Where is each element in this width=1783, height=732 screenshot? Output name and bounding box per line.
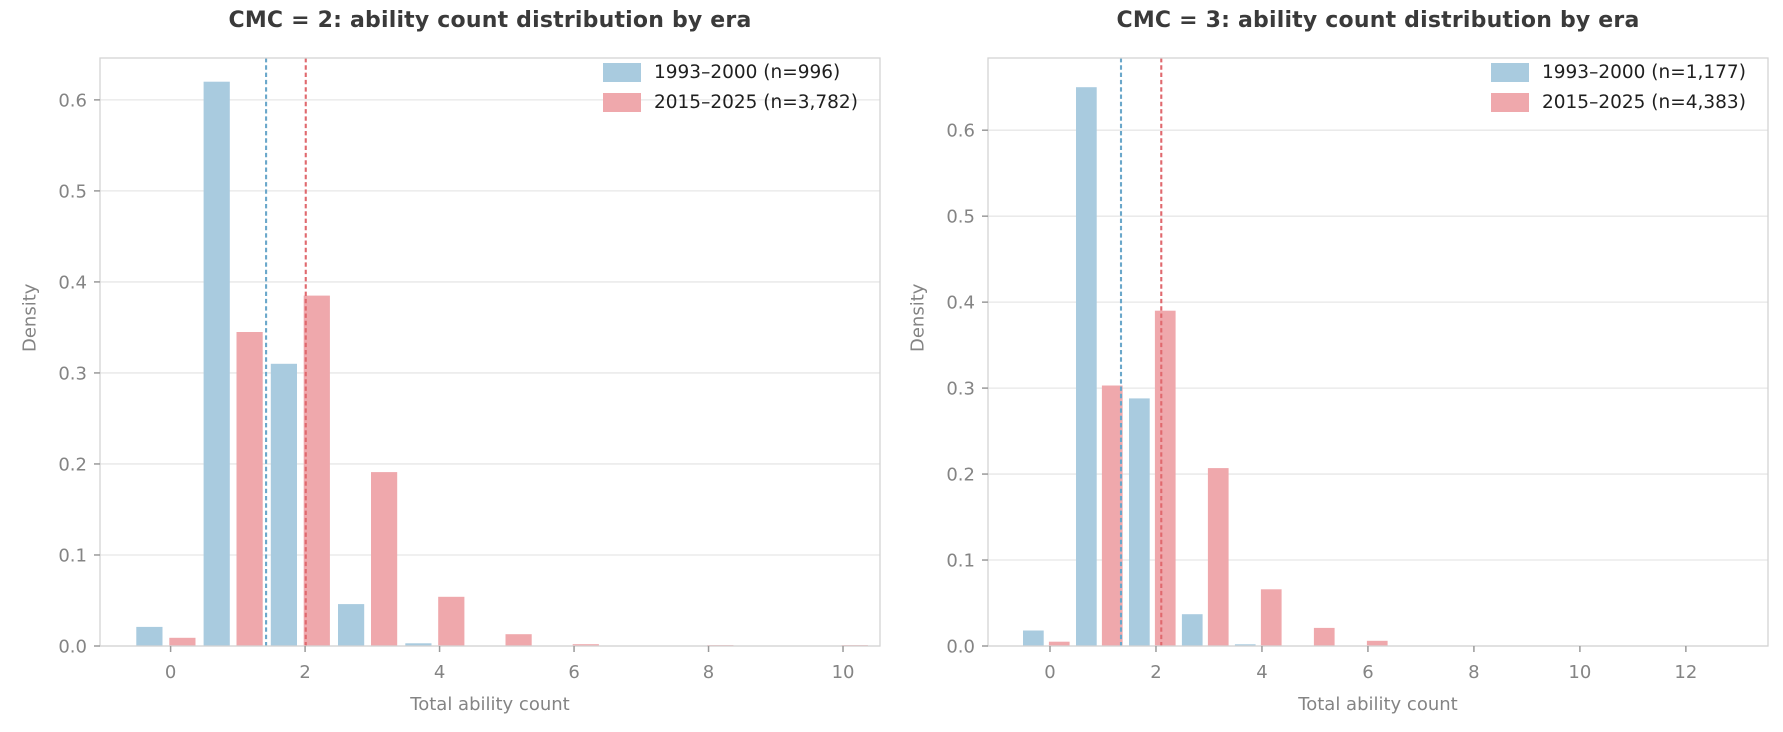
- left-y-axis-label-text: Density: [19, 283, 41, 352]
- legend-label-1993-2000: 1993–2000 (n=996): [654, 62, 841, 83]
- histogram-bar: [1101, 385, 1123, 646]
- histogram-bar: [405, 643, 432, 646]
- histogram-bar: [1023, 630, 1044, 646]
- histogram-bar: [1129, 398, 1150, 646]
- y-tick-label: 0.3: [58, 363, 87, 384]
- x-tick-label: 6: [1362, 662, 1373, 683]
- histogram-bar: [1207, 468, 1229, 646]
- legend-swatch-2015-2025: [603, 93, 641, 112]
- legend-label-1993-2000: 1993–2000 (n=1,177): [1542, 62, 1746, 83]
- y-tick-label: 0.0: [946, 637, 975, 658]
- legend-label-2015-2025: 2015–2025 (n=4,383): [1542, 92, 1746, 113]
- y-tick-label: 0.4: [58, 272, 87, 293]
- x-tick-label: 8: [1468, 662, 1479, 683]
- histogram-bar: [1154, 310, 1176, 646]
- right-legend: 1993–2000 (n=1,177) 2015–2025 (n=4,383): [1491, 62, 1746, 122]
- x-tick-label: 0: [1044, 662, 1055, 683]
- x-tick-label: 10: [832, 662, 855, 683]
- left-x-axis-label: Total ability count: [410, 694, 570, 715]
- histogram-bar: [438, 596, 465, 646]
- histogram-bar: [1181, 614, 1203, 646]
- x-tick-label: 0: [165, 662, 176, 683]
- x-tick-label: 2: [1150, 662, 1161, 683]
- y-tick-label: 0.0: [58, 637, 87, 658]
- y-tick-label: 0.2: [58, 454, 87, 475]
- x-tick-label: 12: [1674, 662, 1697, 683]
- histogram-bar: [169, 637, 196, 646]
- histogram-bar: [270, 363, 297, 646]
- y-tick-label: 0.2: [946, 465, 975, 486]
- legend-item: 2015–2025 (n=4,383): [1491, 92, 1746, 113]
- y-tick-label: 0.5: [946, 207, 975, 228]
- histogram-bar: [1260, 589, 1282, 646]
- x-tick-label: 4: [1256, 662, 1267, 683]
- x-tick-label: 6: [568, 662, 579, 683]
- legend-item: 1993–2000 (n=996): [603, 62, 858, 83]
- y-tick-label: 0.1: [58, 545, 87, 566]
- histogram-bar: [1076, 87, 1097, 646]
- legend-swatch-2015-2025: [1491, 93, 1529, 112]
- histogram-bar: [1234, 644, 1256, 646]
- left-panel-title: CMC = 2: ability count distribution by e…: [228, 8, 752, 33]
- histogram-bar: [1048, 641, 1070, 646]
- y-tick-label: 0.4: [946, 293, 975, 314]
- legend-item: 1993–2000 (n=1,177): [1491, 62, 1746, 83]
- right-panel-title: CMC = 3: ability count distribution by e…: [1116, 8, 1640, 33]
- right-y-axis-label-text: Density: [907, 283, 929, 352]
- histogram-bar: [371, 472, 398, 646]
- y-tick-label: 0.6: [946, 121, 975, 142]
- legend-item: 2015–2025 (n=3,782): [603, 92, 858, 113]
- y-tick-label: 0.1: [946, 551, 975, 572]
- legend-label-2015-2025: 2015–2025 (n=3,782): [654, 92, 858, 113]
- histogram-bar: [338, 604, 365, 646]
- x-tick-label: 10: [1568, 662, 1591, 683]
- right-x-axis-label: Total ability count: [1298, 694, 1458, 715]
- histogram-bar: [1313, 627, 1335, 646]
- y-tick-label: 0.3: [946, 379, 975, 400]
- histogram-bar: [203, 81, 230, 646]
- plot-border: [987, 57, 1769, 647]
- histogram-bar: [1366, 640, 1388, 646]
- plot-border: [99, 57, 881, 647]
- x-tick-label: 2: [299, 662, 310, 683]
- histogram-bar: [303, 295, 330, 646]
- histogram-bar: [505, 634, 532, 646]
- left-legend: 1993–2000 (n=996) 2015–2025 (n=3,782): [603, 62, 858, 122]
- histogram-bar: [236, 332, 263, 646]
- x-tick-label: 8: [703, 662, 714, 683]
- y-tick-label: 0.6: [58, 90, 87, 111]
- histogram-bar: [572, 644, 599, 646]
- histogram-bar: [136, 626, 163, 646]
- y-tick-label: 0.5: [58, 181, 87, 202]
- legend-swatch-1993-2000: [1491, 63, 1529, 82]
- x-tick-label: 4: [434, 662, 445, 683]
- legend-swatch-1993-2000: [603, 63, 641, 82]
